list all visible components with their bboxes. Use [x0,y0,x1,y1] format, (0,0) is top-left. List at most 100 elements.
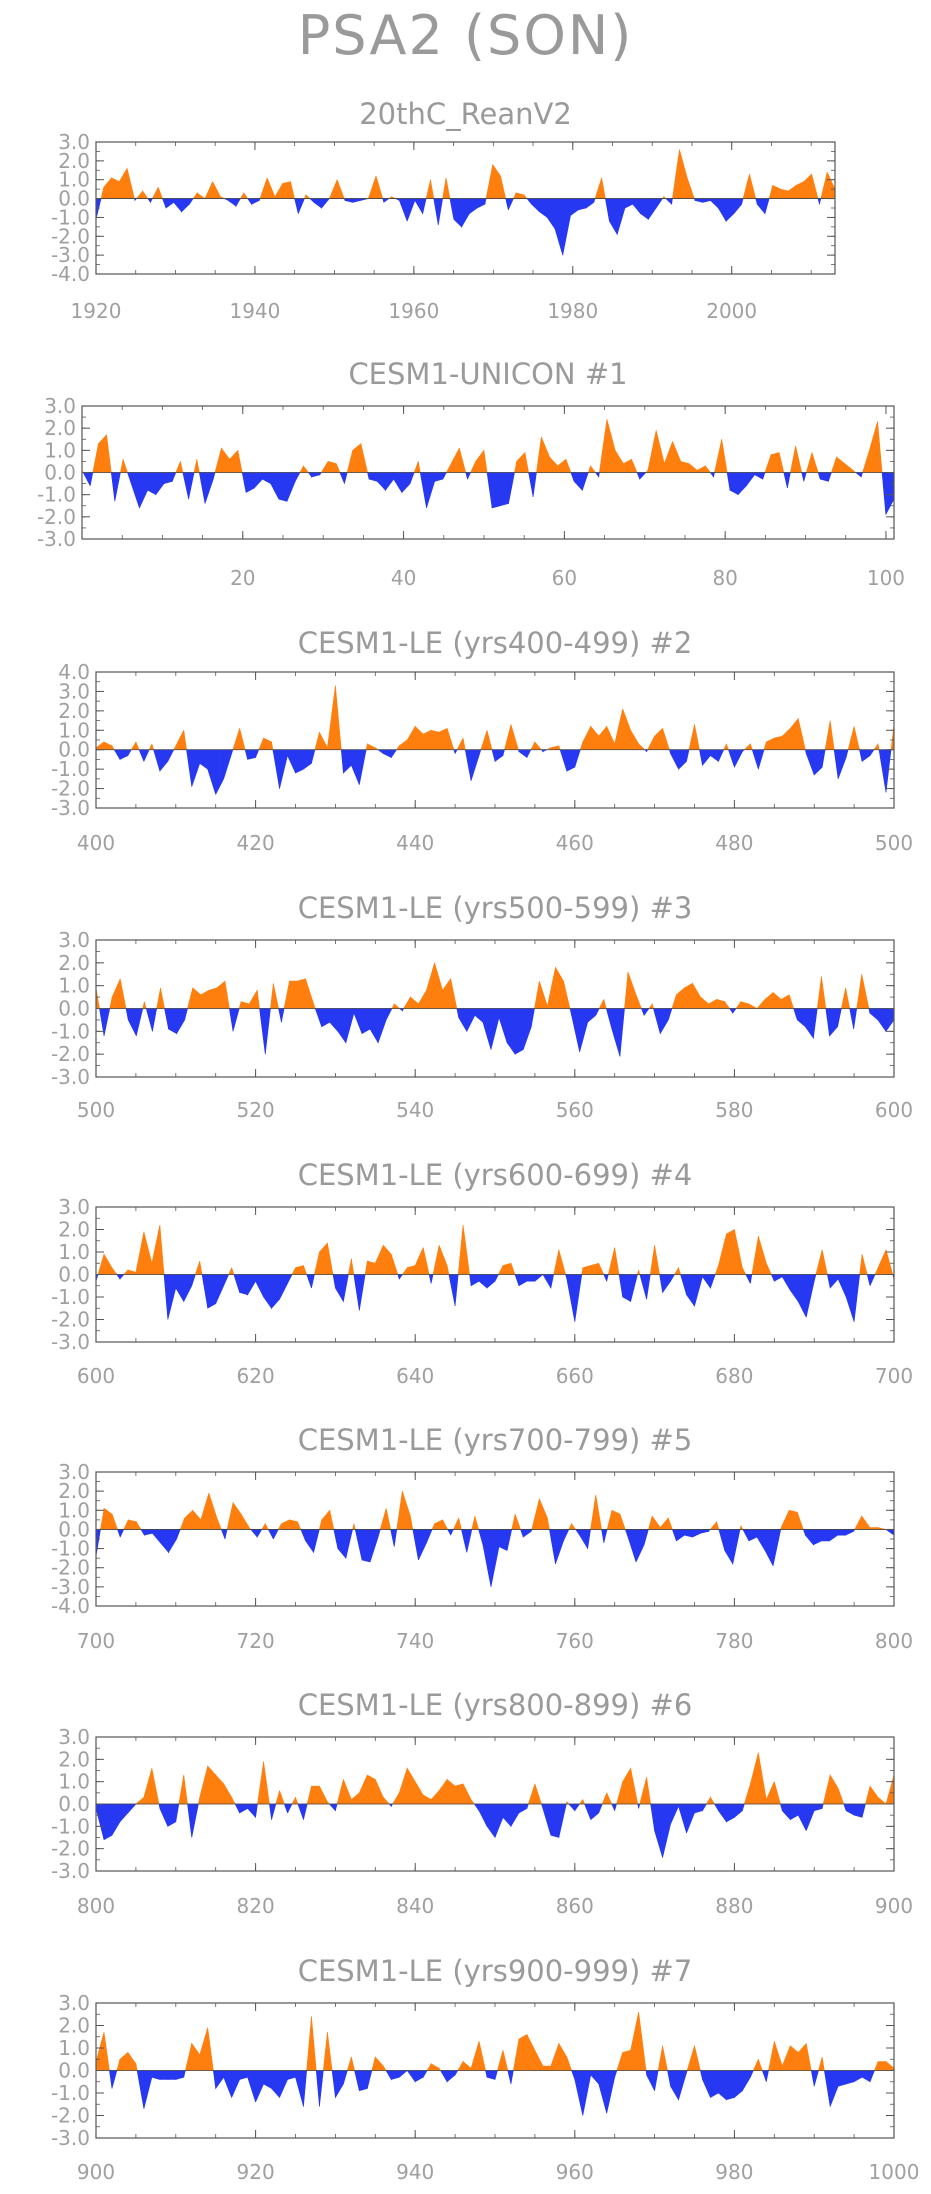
positive-area [212,181,221,199]
positive-area [327,2032,333,2071]
positive-area [199,1765,209,1805]
positive-area [595,1494,602,1530]
negative-area [239,1803,248,1814]
negative-area [732,1529,741,1564]
positive-area [516,451,526,473]
negative-area [191,1803,199,1838]
negative-area [470,749,480,781]
positive-area [379,1508,387,1530]
y-tick-label: 0.0 [58,1792,90,1816]
negative-area [686,749,690,762]
negative-area [728,1008,734,1015]
positive-area [668,1517,673,1530]
positive-area [109,997,113,1009]
positive-area [502,1262,512,1275]
negative-area [614,1803,617,1811]
positive-area [410,996,419,1009]
negative-area [191,1274,196,1286]
positive-area [367,743,376,751]
positive-area [319,732,328,751]
negative-area [869,2070,875,2082]
positive-area [291,1267,296,1275]
negative-area [568,1803,576,1812]
positive-area [183,730,187,751]
negative-area [351,749,360,785]
negative-area [710,198,719,209]
negative-area [611,1803,616,1811]
x-tick-label: 600 [875,1098,913,1122]
positive-area [119,167,128,199]
positive-area [470,2041,480,2071]
positive-area [192,1509,202,1530]
negative-area [234,1803,240,1814]
positive-area [647,430,657,473]
negative-area [263,1274,272,1310]
positive-area [119,978,127,1009]
panel-8: CESM1-LE (yrs900-999) #7 3.02.01.00.0-1.0… [51,1954,919,2184]
positive-area [214,448,222,473]
positive-area [348,1258,352,1275]
negative-area [204,472,214,504]
positive-area [111,1266,118,1275]
negative-area [155,472,165,496]
negative-area [227,198,237,207]
negative-area [125,1008,129,1020]
positive-area [539,1498,548,1530]
positive-area [406,1767,416,1805]
negative-area [494,1274,499,1282]
positive-area [671,994,677,1009]
negative-area [95,1529,101,1557]
negative-area [729,472,739,496]
negative-area [505,198,509,210]
y-tick-label: -2.0 [51,1556,90,1580]
negative-area [140,1529,145,1537]
negative-area [619,1008,625,1057]
positive-area [327,461,337,473]
positive-area [367,1774,376,1805]
x-tick-label: 440 [396,831,434,855]
negative-area [813,1529,822,1546]
negative-area [866,1274,871,1286]
positive-area [766,737,775,751]
positive-area [111,1514,118,1530]
positive-area [616,2052,623,2071]
negative-area [833,749,839,779]
y-tick-label: 3.0 [58,679,90,703]
negative-area [286,472,296,502]
positive-area [659,1517,669,1530]
positive-area [126,168,135,199]
positive-area [374,2056,384,2071]
x-tick-label: 940 [396,2160,434,2184]
positive-area [694,2045,701,2071]
y-tick-label: -2.0 [51,1042,90,1066]
negative-area [390,749,398,759]
positive-area [862,450,870,473]
y-tick-label: 0.0 [58,187,90,211]
y-tick-label: 0.0 [58,1517,90,1541]
negative-area [507,198,514,211]
negative-area [528,472,534,497]
positive-area [311,2016,317,2071]
negative-area [295,2070,304,2107]
positive-area [414,1780,424,1805]
positive-area [869,1785,879,1805]
negative-area [805,1529,814,1546]
positive-area [486,730,493,751]
positive-area [462,738,466,751]
negative-area [191,749,201,787]
panel-3: CESM1-LE (yrs400-499) #24.03.02.01.00.0-… [51,626,913,855]
positive-area [95,741,105,751]
positive-area [861,1254,868,1275]
positive-area [781,727,791,751]
negative-area [127,1803,137,1814]
positive-area [657,2045,663,2071]
negative-area [159,2070,169,2080]
y-tick-label: 2.0 [58,2014,90,2038]
negative-area [271,1274,280,1310]
negative-area [447,1529,451,1536]
y-tick-label: 2.0 [58,1747,90,1771]
negative-area [220,1529,226,1540]
negative-area [478,1274,488,1289]
positive-area [686,177,695,199]
negative-area [678,749,687,770]
